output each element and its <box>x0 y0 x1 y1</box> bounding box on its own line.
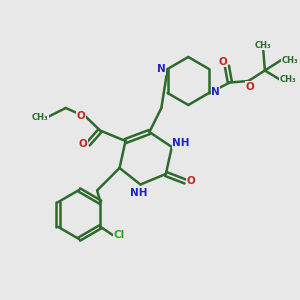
Text: N: N <box>157 64 165 74</box>
Text: Cl: Cl <box>114 230 125 240</box>
Text: CH₃: CH₃ <box>32 112 49 122</box>
Text: O: O <box>76 110 85 121</box>
Text: O: O <box>78 139 87 149</box>
Text: CH₃: CH₃ <box>255 40 272 50</box>
Text: O: O <box>186 176 195 187</box>
Text: NH: NH <box>172 138 190 148</box>
Text: N: N <box>211 86 220 97</box>
Text: O: O <box>218 56 227 67</box>
Text: NH: NH <box>130 188 148 198</box>
Text: CH₃: CH₃ <box>280 75 296 84</box>
Text: O: O <box>245 82 254 92</box>
Text: CH₃: CH₃ <box>281 56 298 64</box>
